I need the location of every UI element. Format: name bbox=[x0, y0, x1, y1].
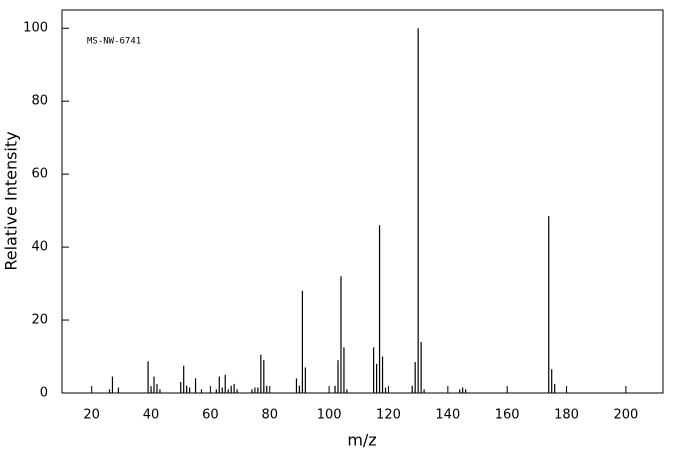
y-tick-label: 40 bbox=[31, 240, 48, 255]
x-tick-label: 160 bbox=[495, 408, 520, 423]
plot-frame bbox=[61, 9, 664, 394]
x-tick-label: 80 bbox=[261, 408, 278, 423]
x-tick-label: 60 bbox=[202, 408, 219, 423]
y-tick-label: 20 bbox=[31, 313, 48, 328]
x-tick-label: 40 bbox=[143, 408, 160, 423]
y-axis-label: Relative Intensity bbox=[2, 131, 21, 270]
x-axis-label: m/z bbox=[347, 431, 376, 450]
x-tick-label: 20 bbox=[83, 408, 100, 423]
x-tick-label: 120 bbox=[376, 408, 401, 423]
x-tick-label: 100 bbox=[317, 408, 342, 423]
x-tick-label: 200 bbox=[613, 408, 638, 423]
y-tick-label: 100 bbox=[23, 21, 48, 36]
y-tick-label: 80 bbox=[31, 94, 48, 109]
x-tick-label: 180 bbox=[554, 408, 579, 423]
x-tick-label: 140 bbox=[435, 408, 460, 423]
annotation: MS-NW-6741 bbox=[87, 37, 141, 47]
y-tick-label: 0 bbox=[40, 386, 48, 401]
y-tick-label: 60 bbox=[31, 167, 48, 182]
